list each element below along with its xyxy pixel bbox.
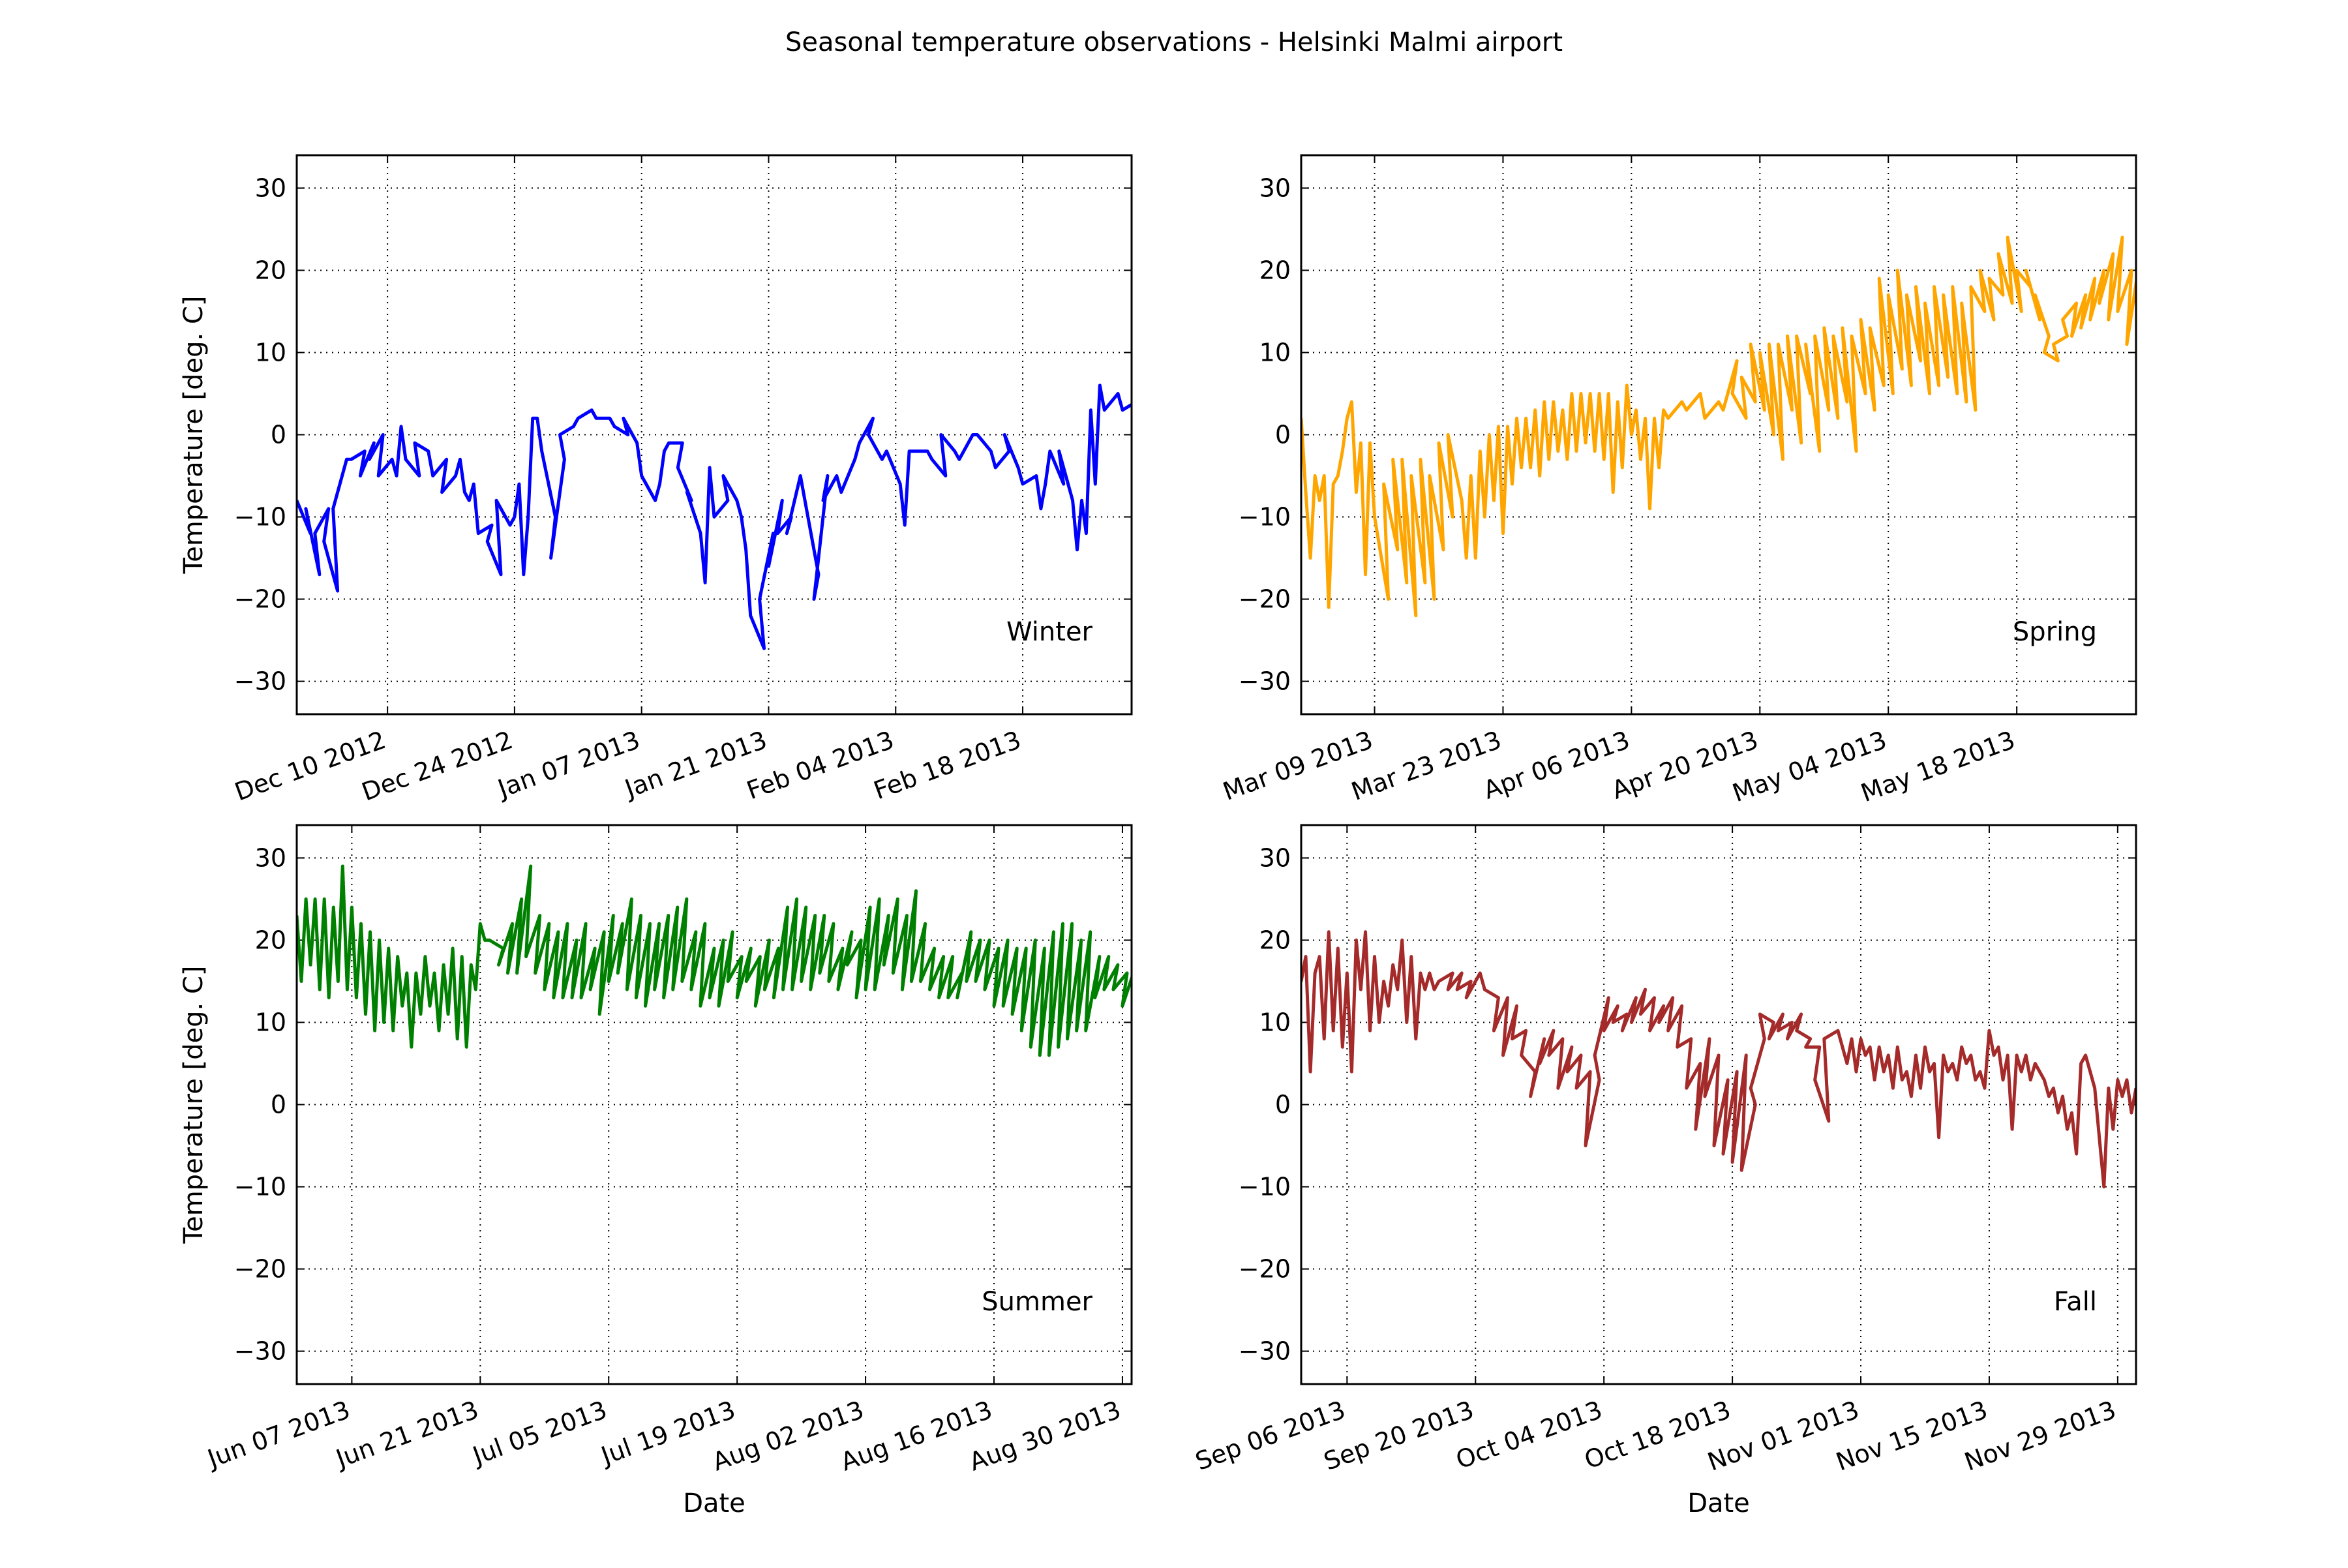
y-tick-label: 0 <box>1275 1091 1291 1119</box>
axes-frame <box>1300 154 2137 716</box>
y-tick-label: −10 <box>234 1173 286 1201</box>
y-tick-label: 0 <box>271 1091 286 1119</box>
y-tick-label: −30 <box>234 1337 286 1366</box>
y-tick-label: −20 <box>234 585 286 614</box>
y-tick-label: 10 <box>255 1008 286 1036</box>
y-tick-label: −20 <box>1239 585 1291 614</box>
y-tick-label: 30 <box>1259 843 1291 872</box>
y-tick-label: 10 <box>255 338 286 367</box>
y-tick-label: 0 <box>1275 421 1291 449</box>
figure-title: Seasonal temperature observations - Hels… <box>785 27 1563 57</box>
x-tick-label: Jun 21 2013 <box>331 1395 483 1473</box>
y-tick-label: −10 <box>1239 1173 1291 1201</box>
x-tick-label: Jan 07 2013 <box>493 725 644 804</box>
y-tick-label: −20 <box>234 1255 286 1284</box>
x-axis-label: Date <box>1687 1488 1750 1518</box>
series-line-spring <box>1301 235 2136 618</box>
season-annotation: Spring <box>2013 617 2097 647</box>
y-tick-label: 30 <box>1259 173 1291 202</box>
series-line-summer <box>297 864 1132 1057</box>
y-tick-label: −10 <box>1239 503 1291 532</box>
series-line-fall <box>1301 930 2136 1188</box>
y-tick-label: 20 <box>1259 256 1291 284</box>
x-tick-label: Jun 07 2013 <box>203 1395 354 1473</box>
axes-frame <box>1300 824 2137 1385</box>
y-tick-label: −20 <box>1239 1255 1291 1284</box>
x-tick-label: Oct 04 2013 <box>1452 1395 1606 1475</box>
season-annotation: Fall <box>2054 1287 2097 1317</box>
y-tick-label: 10 <box>1259 338 1291 367</box>
y-tick-label: 20 <box>255 256 286 284</box>
x-tick-label: Feb 04 2013 <box>743 725 897 805</box>
y-tick-label: 0 <box>271 421 286 449</box>
y-axis-label: Temperature [deg. C] <box>179 295 209 574</box>
y-tick-label: 10 <box>1259 1008 1291 1036</box>
series-line-winter <box>297 384 1132 650</box>
y-tick-label: −30 <box>1239 667 1291 696</box>
y-tick-label: 20 <box>255 926 286 954</box>
x-tick-label: Sep 20 2013 <box>1320 1395 1477 1476</box>
season-annotation: Summer <box>982 1287 1092 1317</box>
x-tick-label: Feb 18 2013 <box>870 725 1025 805</box>
y-tick-label: 20 <box>1259 926 1291 954</box>
x-tick-label: Jul 05 2013 <box>468 1395 610 1471</box>
y-axis-label: Temperature [deg. C] <box>179 965 209 1244</box>
axes-frame <box>295 154 1133 716</box>
y-tick-label: 30 <box>255 173 286 202</box>
y-tick-label: −10 <box>234 503 286 532</box>
season-annotation: Winter <box>1006 617 1092 647</box>
y-tick-label: 30 <box>255 843 286 872</box>
x-axis-label: Date <box>683 1488 745 1518</box>
x-tick-label: Apr 06 2013 <box>1480 725 1634 805</box>
y-tick-label: −30 <box>234 667 286 696</box>
y-tick-label: −30 <box>1239 1337 1291 1366</box>
axes-frame <box>295 824 1133 1385</box>
